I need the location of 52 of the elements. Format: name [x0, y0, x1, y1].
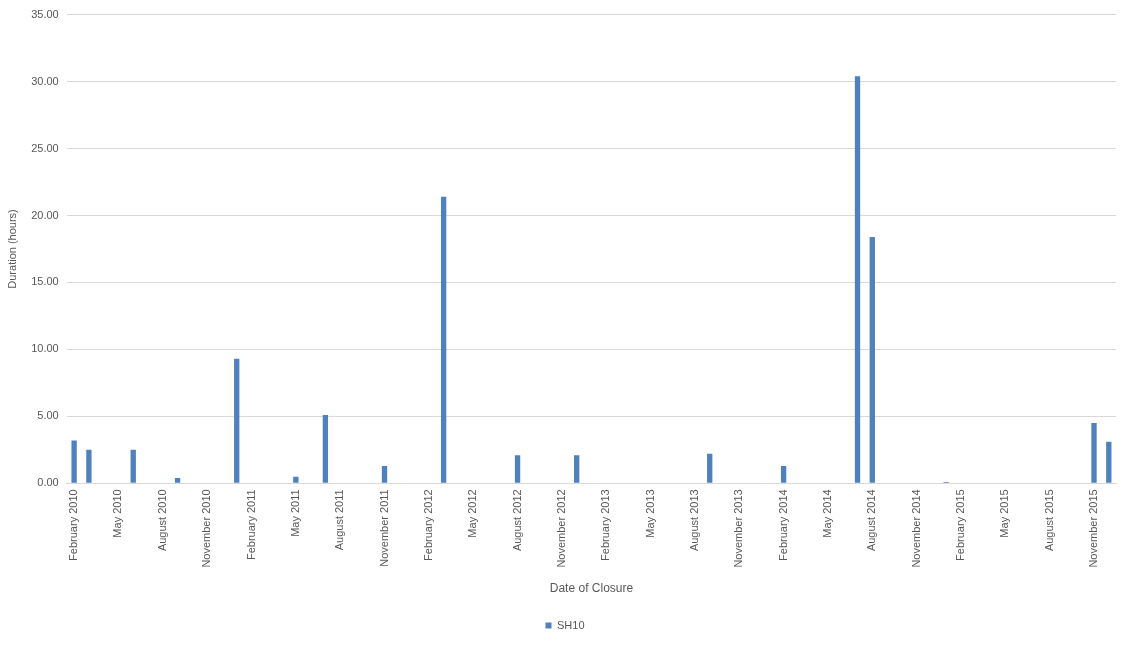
bar	[1091, 423, 1097, 483]
bar	[322, 415, 329, 483]
y-tick-label: 5.00	[37, 409, 59, 422]
y-tick-label: 30.00	[31, 74, 59, 87]
x-tick-label: February 2010	[67, 489, 80, 561]
x-tick-label: August 2014	[865, 489, 878, 552]
x-tick-label: February 2015	[954, 489, 967, 561]
y-tick-label: 10.00	[31, 342, 59, 355]
bar	[854, 76, 861, 483]
x-tick-label: August 2012	[510, 489, 523, 552]
bar	[86, 449, 92, 483]
x-tick-label: February 2014	[776, 489, 789, 561]
bar	[130, 449, 136, 483]
x-tick-label: February 2012	[421, 489, 434, 561]
x-tick-label: February 2011	[244, 489, 257, 561]
bar	[514, 455, 521, 483]
y-axis-title: Duration (hours)	[5, 209, 18, 289]
bar	[71, 440, 77, 483]
bar	[1106, 441, 1112, 483]
x-tick-label: November 2015	[1087, 489, 1100, 568]
x-tick-label: May 2013	[643, 489, 656, 538]
x-tick-label: August 2015	[1042, 489, 1055, 552]
x-tick-label: November 2014	[909, 489, 922, 568]
x-tick-label: May 2015	[998, 489, 1011, 538]
x-tick-label: August 2010	[155, 489, 168, 552]
y-tick-label: 25.00	[31, 141, 59, 154]
bar	[440, 196, 447, 483]
x-tick-label: August 2013	[687, 489, 700, 552]
x-axis-title: Date of Closure	[549, 581, 634, 596]
bar	[293, 476, 299, 483]
y-tick-label: 15.00	[31, 275, 59, 288]
x-tick-label: August 2011	[333, 489, 346, 551]
bar	[234, 358, 240, 483]
bar	[574, 455, 580, 483]
x-tick-label: May 2011	[288, 489, 301, 537]
bar	[381, 465, 388, 483]
x-tick-label: May 2014	[820, 489, 833, 538]
bar	[780, 465, 787, 483]
bar	[869, 236, 875, 483]
y-tick-label: 0.00	[37, 476, 59, 489]
x-tick-label: November 2012	[554, 489, 567, 568]
y-tick-label: 35.00	[31, 7, 59, 20]
x-tick-label: November 2011	[377, 489, 390, 567]
y-tick-label: 20.00	[31, 208, 59, 221]
x-tick-label: November 2013	[732, 489, 745, 568]
x-tick-label: May 2010	[111, 489, 124, 538]
x-tick-label: May 2012	[466, 489, 479, 538]
legend-label: SH10	[556, 618, 585, 631]
bar	[707, 453, 713, 483]
x-tick-label: February 2013	[599, 489, 612, 561]
bar	[174, 477, 181, 483]
x-tick-label: November 2010	[200, 489, 213, 568]
